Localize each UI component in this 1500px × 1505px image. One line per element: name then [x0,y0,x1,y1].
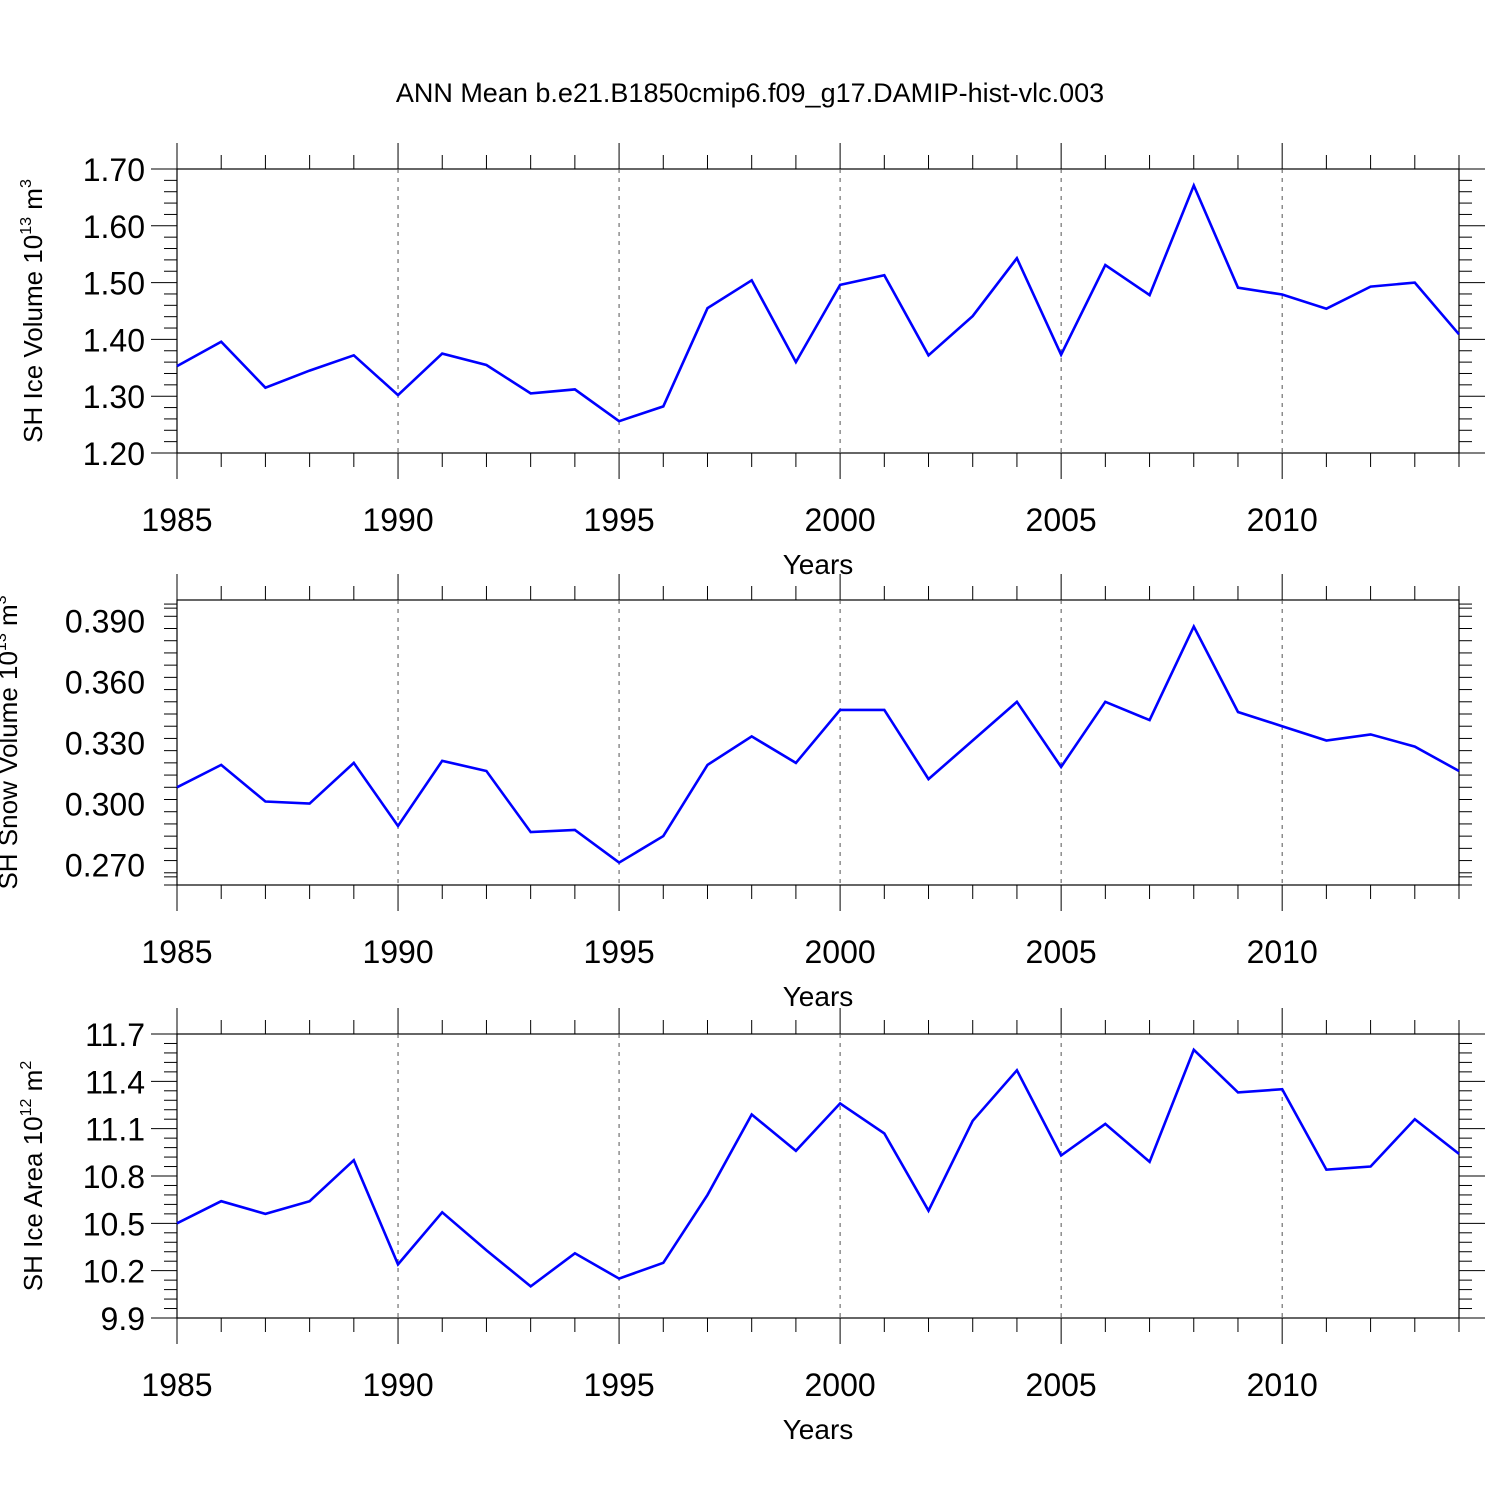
y-tick-label: 1.70 [83,152,145,188]
y-tick-label: 10.5 [83,1206,145,1242]
y-tick-label: 1.40 [83,322,145,358]
chart-panel-2: 1985 1990 1995 2000 2005 2010 Years 0.270 0.300 0… [0,574,1472,1012]
y-axis-label: SH Ice Area 1012 m2 [18,1061,48,1292]
y-tick-label: 1.60 [83,209,145,245]
y-axis-label: SH Snow Volume 1013 m3 [0,595,23,889]
x-tick-label: 1990 [362,1367,433,1403]
y-tick-label: 11.4 [85,1064,145,1100]
plot-frame [177,600,1459,885]
x-tick-label: 1985 [141,1367,212,1403]
x-tick-label: 1990 [362,934,433,970]
x-tick-label: 2000 [805,1367,876,1403]
y-axis-label: SH Ice Volume 1013 m3 [18,179,48,443]
x-tick-label: 2005 [1026,1367,1097,1403]
y-tick-label: 0.360 [65,664,145,700]
x-tick-label: 2000 [805,502,876,538]
x-tick-label: 2000 [805,934,876,970]
x-tick-label: 2010 [1247,1367,1318,1403]
x-tick-label: 1995 [583,502,654,538]
series-line [177,186,1459,422]
x-tick-label: 1990 [362,502,433,538]
y-tick-label: 11.7 [85,1017,145,1053]
plot-frame [177,169,1459,453]
y-tick-label: 0.390 [65,603,145,639]
chart-panel-3: 1985 1990 1995 2000 2005 2010 Years 9.9 10.2 10.5… [18,1008,1485,1445]
series-line [177,627,1459,863]
series-line [177,1050,1459,1287]
y-tick-label: 1.20 [83,436,145,472]
y-tick-label: 0.270 [65,848,145,884]
x-tick-label: 1985 [141,934,212,970]
x-tick-label: 1995 [583,934,654,970]
x-tick-label: 1995 [583,1367,654,1403]
y-tick-label: 1.30 [83,379,145,415]
y-tick-label: 9.9 [101,1301,145,1337]
chart-panel-1: 1985 1990 1995 2000 2005 2010 Years 1.20 1.30 1.4… [18,143,1485,580]
y-tick-label: 10.2 [83,1254,145,1290]
x-tick-label: 2010 [1247,502,1318,538]
x-tick-label: 2010 [1247,934,1318,970]
x-axis-label: Years [783,981,854,1012]
x-tick-label: 2005 [1026,934,1097,970]
y-tick-label: 11.1 [85,1112,145,1148]
y-tick-label: 0.330 [65,726,145,762]
y-tick-label: 1.50 [83,266,145,302]
figure-title: ANN Mean b.e21.B1850cmip6.f09_g17.DAMIP-… [0,78,1500,109]
y-tick-label: 0.300 [65,787,145,823]
x-axis-label: Years [783,1414,854,1445]
x-axis-label: Years [783,549,854,580]
y-tick-label: 10.8 [83,1159,145,1195]
x-tick-label: 2005 [1026,502,1097,538]
plot-frame [177,1034,1459,1318]
x-tick-label: 1985 [141,502,212,538]
